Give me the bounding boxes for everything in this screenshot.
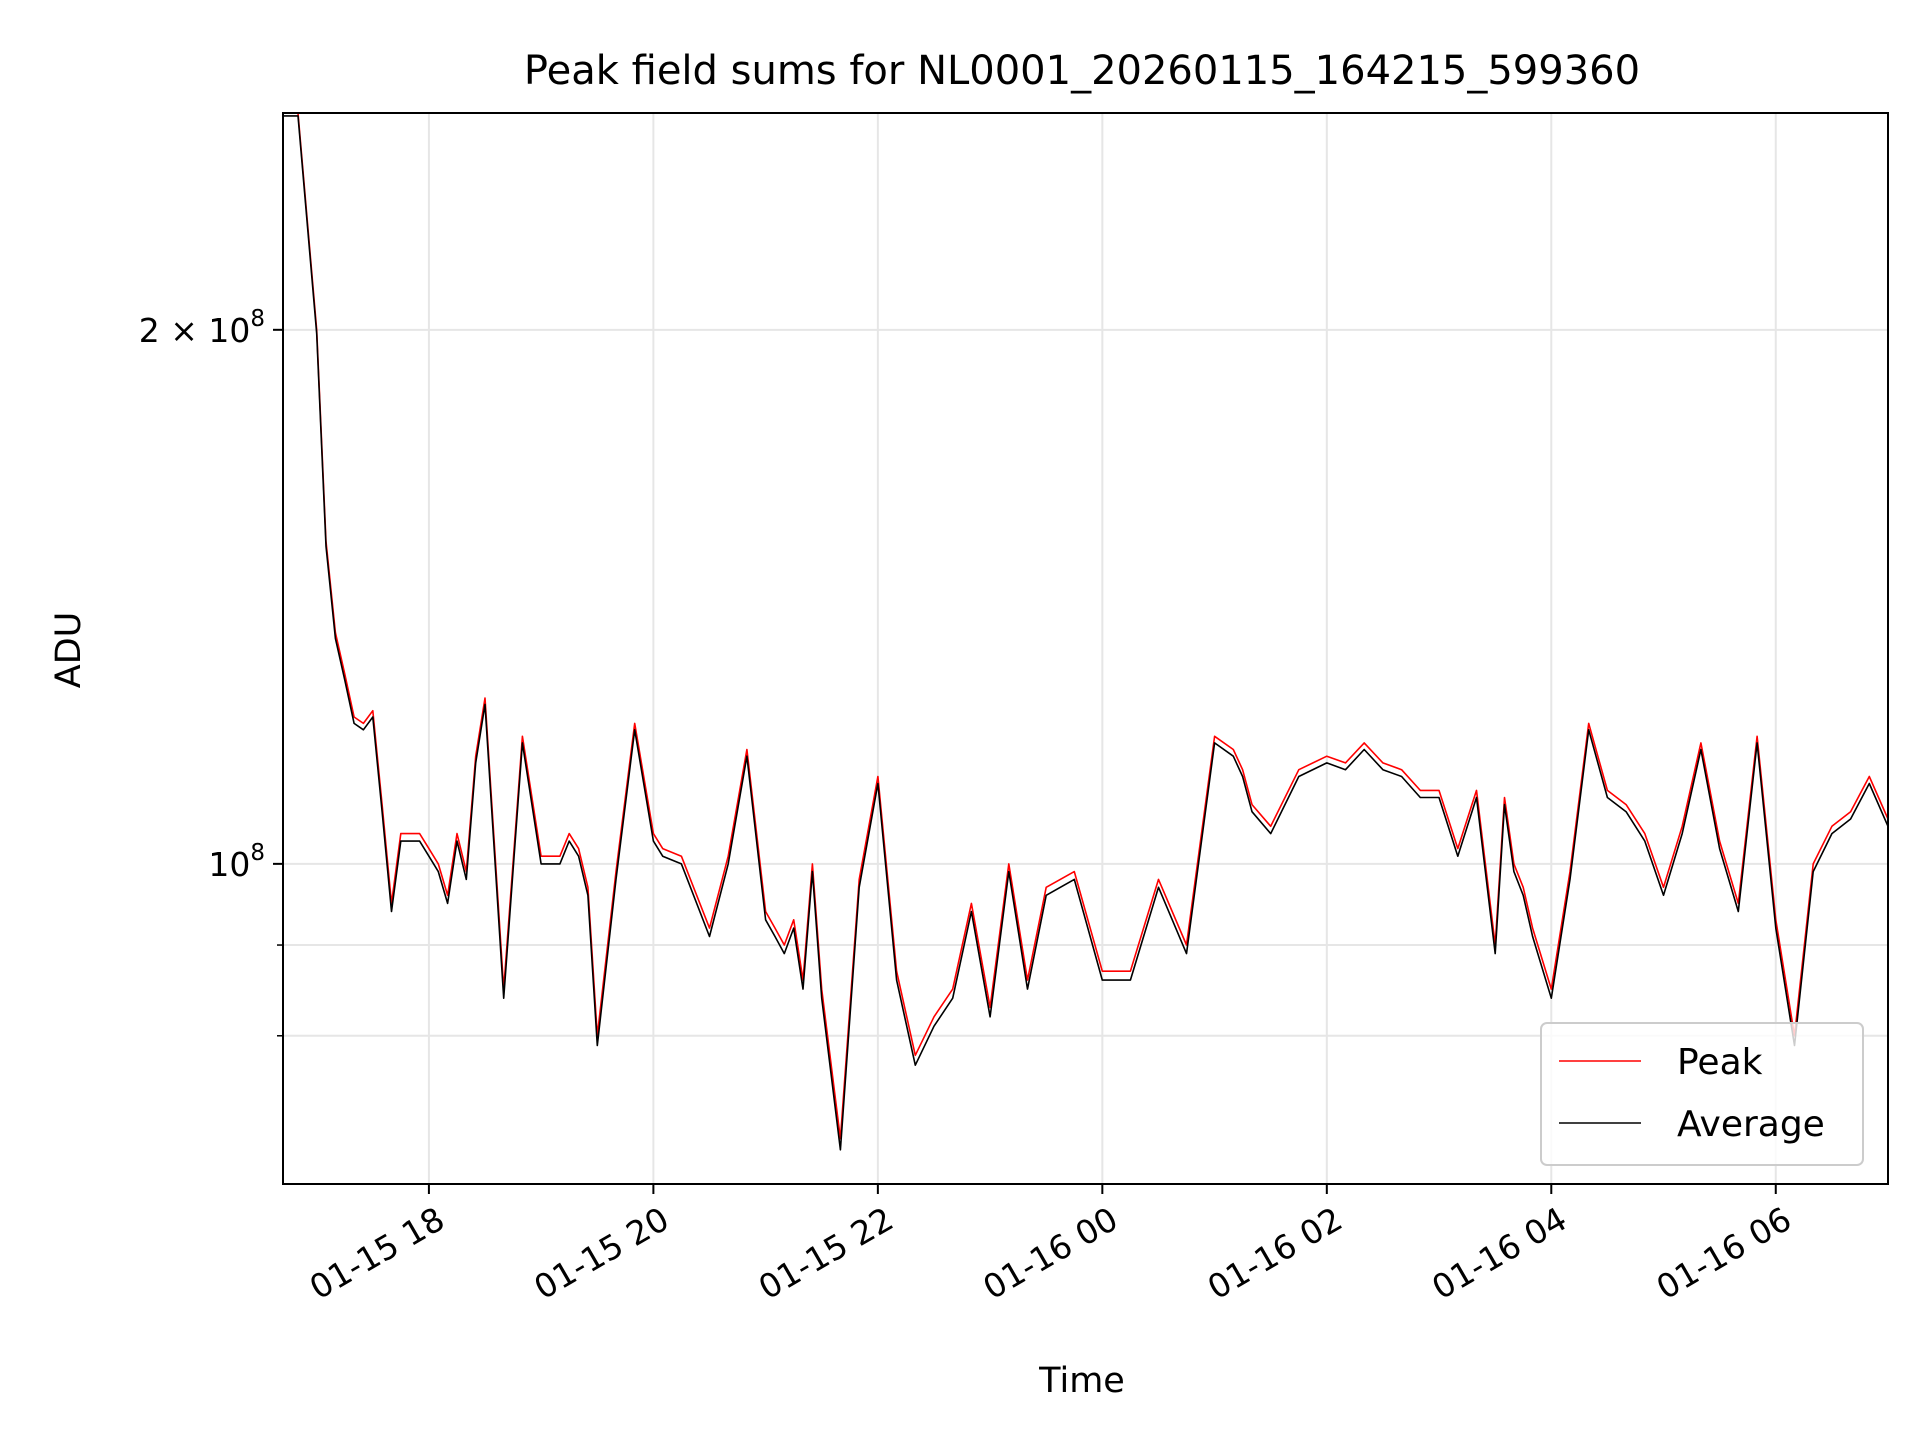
legend-box <box>1540 1022 1864 1166</box>
legend-label-average: Average <box>1677 1104 1825 1145</box>
plot-frame <box>282 112 1889 1185</box>
y-axis-label: ADU <box>49 612 89 689</box>
y-axis: 108 2 × 108 <box>139 306 283 1037</box>
series-line-average <box>283 115 1889 1151</box>
legend: Peak Average <box>1540 1022 1864 1166</box>
y-tick-label: 2 × 108 <box>139 306 265 350</box>
chart-title: Peak field sums for NL0001_20260115_1642… <box>524 48 1640 94</box>
y-tick-label: 108 <box>208 840 265 884</box>
series-layer <box>283 112 1889 1151</box>
series-line-peak <box>283 112 1889 1140</box>
legend-label-peak: Peak <box>1677 1042 1763 1083</box>
x-axis-label: Time <box>1038 1361 1125 1401</box>
